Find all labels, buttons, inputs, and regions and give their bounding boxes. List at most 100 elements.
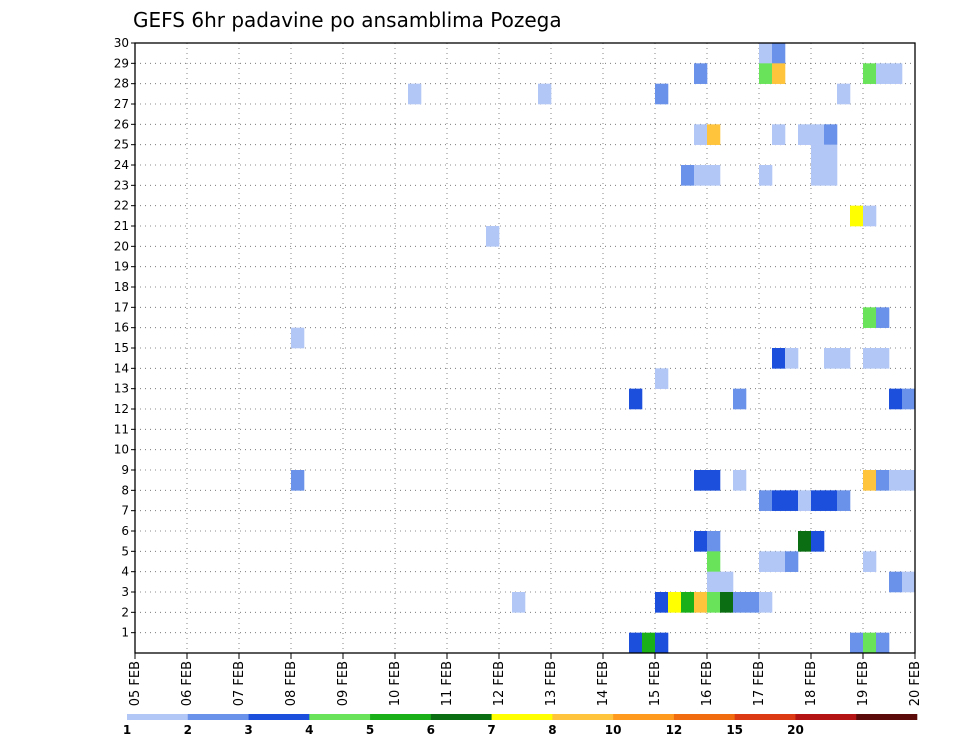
heatmap-cell bbox=[655, 83, 669, 105]
y-tick-label: 3 bbox=[121, 585, 129, 599]
heatmap-cell bbox=[863, 470, 877, 491]
colorbar-swatch bbox=[795, 714, 857, 720]
y-tick-label: 18 bbox=[114, 280, 129, 294]
y-tick-label: 17 bbox=[114, 300, 129, 314]
y-tick-label: 14 bbox=[114, 361, 129, 375]
chart-title: GEFS 6hr padavine po ansamblima Pozega bbox=[133, 8, 562, 32]
x-tick-label: 12 FEB bbox=[492, 661, 507, 706]
colorbar-swatch bbox=[673, 714, 735, 720]
heatmap-cell bbox=[889, 470, 903, 491]
heatmap-cell bbox=[824, 490, 838, 511]
heatmap-cell bbox=[642, 632, 656, 654]
y-tick-label: 26 bbox=[114, 117, 129, 131]
y-tick-label: 8 bbox=[121, 483, 129, 497]
heatmap-cell bbox=[811, 531, 825, 552]
colorbar-swatch bbox=[187, 714, 249, 720]
heatmap-cell bbox=[486, 226, 500, 247]
heatmap-cell bbox=[707, 124, 721, 145]
colorbar-label: 4 bbox=[305, 723, 313, 737]
heatmap-cell bbox=[720, 571, 734, 593]
x-tick-label: 08 FEB bbox=[284, 661, 299, 706]
heatmap-cell bbox=[811, 144, 825, 166]
colorbar: 1 2 3 4 5 6 7 8 10 12 15 20 bbox=[123, 714, 918, 737]
x-tick-label: 18 FEB bbox=[804, 661, 819, 706]
heatmap-cell bbox=[772, 43, 786, 64]
colorbar-swatch bbox=[734, 714, 796, 720]
heatmap-cell bbox=[772, 490, 786, 511]
heatmap-cell bbox=[629, 632, 643, 654]
heatmap-cell bbox=[512, 592, 526, 613]
colorbar-swatch bbox=[370, 714, 432, 720]
x-tick-label: 11 FEB bbox=[440, 661, 455, 706]
heatmap-cell bbox=[902, 571, 916, 593]
y-tick-label: 5 bbox=[121, 544, 129, 558]
heatmap-cell bbox=[694, 124, 708, 145]
heatmap-cell bbox=[785, 551, 799, 572]
y-tick-label: 10 bbox=[114, 443, 129, 457]
heatmap-cell bbox=[291, 327, 305, 349]
heatmap-cell bbox=[889, 571, 903, 593]
heatmap-cell bbox=[733, 592, 747, 613]
heatmap-cell bbox=[707, 551, 721, 572]
heatmap-cell bbox=[759, 63, 773, 84]
y-tick-label: 1 bbox=[121, 626, 129, 640]
x-axis: 05 FEB 06 FEB 07 FEB 08 FEB 09 FEB 10 FEB 11 F… bbox=[128, 653, 923, 706]
heatmap-cell bbox=[746, 592, 760, 613]
colorbar-swatch bbox=[248, 714, 310, 720]
heatmap-cell bbox=[798, 490, 812, 511]
heatmap-cell bbox=[538, 83, 552, 105]
x-tick-label: 07 FEB bbox=[232, 661, 247, 706]
heatmap-cell bbox=[850, 632, 864, 654]
y-tick-label: 7 bbox=[121, 504, 129, 518]
heatmap-cell bbox=[694, 63, 708, 84]
heatmap-cell bbox=[681, 592, 695, 613]
x-tick-label: 17 FEB bbox=[752, 661, 767, 706]
colorbar-swatch bbox=[491, 714, 553, 720]
y-tick-label: 20 bbox=[114, 239, 129, 253]
heatmap-cell bbox=[759, 490, 773, 511]
heatmap-cell bbox=[876, 348, 890, 369]
heatmap-cell bbox=[291, 470, 305, 491]
colorbar-label: 2 bbox=[184, 723, 192, 737]
y-tick-label: 27 bbox=[114, 97, 129, 111]
heatmap-cell bbox=[655, 632, 669, 654]
heatmap-cell bbox=[694, 470, 708, 491]
x-tick-label: 20 FEB bbox=[908, 661, 923, 706]
y-tick-label: 2 bbox=[121, 605, 129, 619]
heatmap-cell bbox=[733, 388, 747, 410]
y-tick-label: 16 bbox=[114, 321, 129, 335]
heatmap-cell bbox=[707, 571, 721, 593]
heatmap-cell bbox=[668, 592, 682, 613]
heatmap-cell bbox=[811, 165, 825, 186]
colorbar-label: 10 bbox=[605, 723, 622, 737]
heatmap-cell bbox=[785, 348, 799, 369]
colorbar-label: 7 bbox=[487, 723, 495, 737]
heatmap-cell bbox=[694, 165, 708, 186]
y-axis: 1234567891011121314151617181920212223242… bbox=[114, 36, 135, 640]
colorbar-swatch bbox=[309, 714, 371, 720]
colorbar-swatch bbox=[430, 714, 492, 720]
y-tick-label: 29 bbox=[114, 56, 129, 70]
y-tick-label: 23 bbox=[114, 178, 129, 192]
heatmap-cell bbox=[889, 388, 903, 410]
heatmap-cell bbox=[811, 490, 825, 511]
heatmap-cell bbox=[798, 124, 812, 145]
heatmap-cell bbox=[824, 144, 838, 166]
x-tick-label: 13 FEB bbox=[544, 661, 559, 706]
x-tick-label: 14 FEB bbox=[596, 661, 611, 706]
heatmap-cell bbox=[863, 307, 877, 328]
colorbar-swatch bbox=[127, 714, 189, 720]
x-tick-label: 15 FEB bbox=[648, 661, 663, 706]
heatmap-cell bbox=[824, 165, 838, 186]
y-tick-label: 24 bbox=[114, 158, 129, 172]
heatmap-cell bbox=[837, 83, 851, 105]
x-tick-label: 16 FEB bbox=[700, 661, 715, 706]
heatmap-cell bbox=[694, 592, 708, 613]
y-tick-label: 28 bbox=[114, 77, 129, 91]
heatmap-cell bbox=[772, 63, 786, 84]
heatmap-cell bbox=[733, 470, 747, 491]
heatmap-cell bbox=[785, 490, 799, 511]
heatmap-cell bbox=[759, 43, 773, 64]
heatmap-cell bbox=[850, 205, 864, 227]
